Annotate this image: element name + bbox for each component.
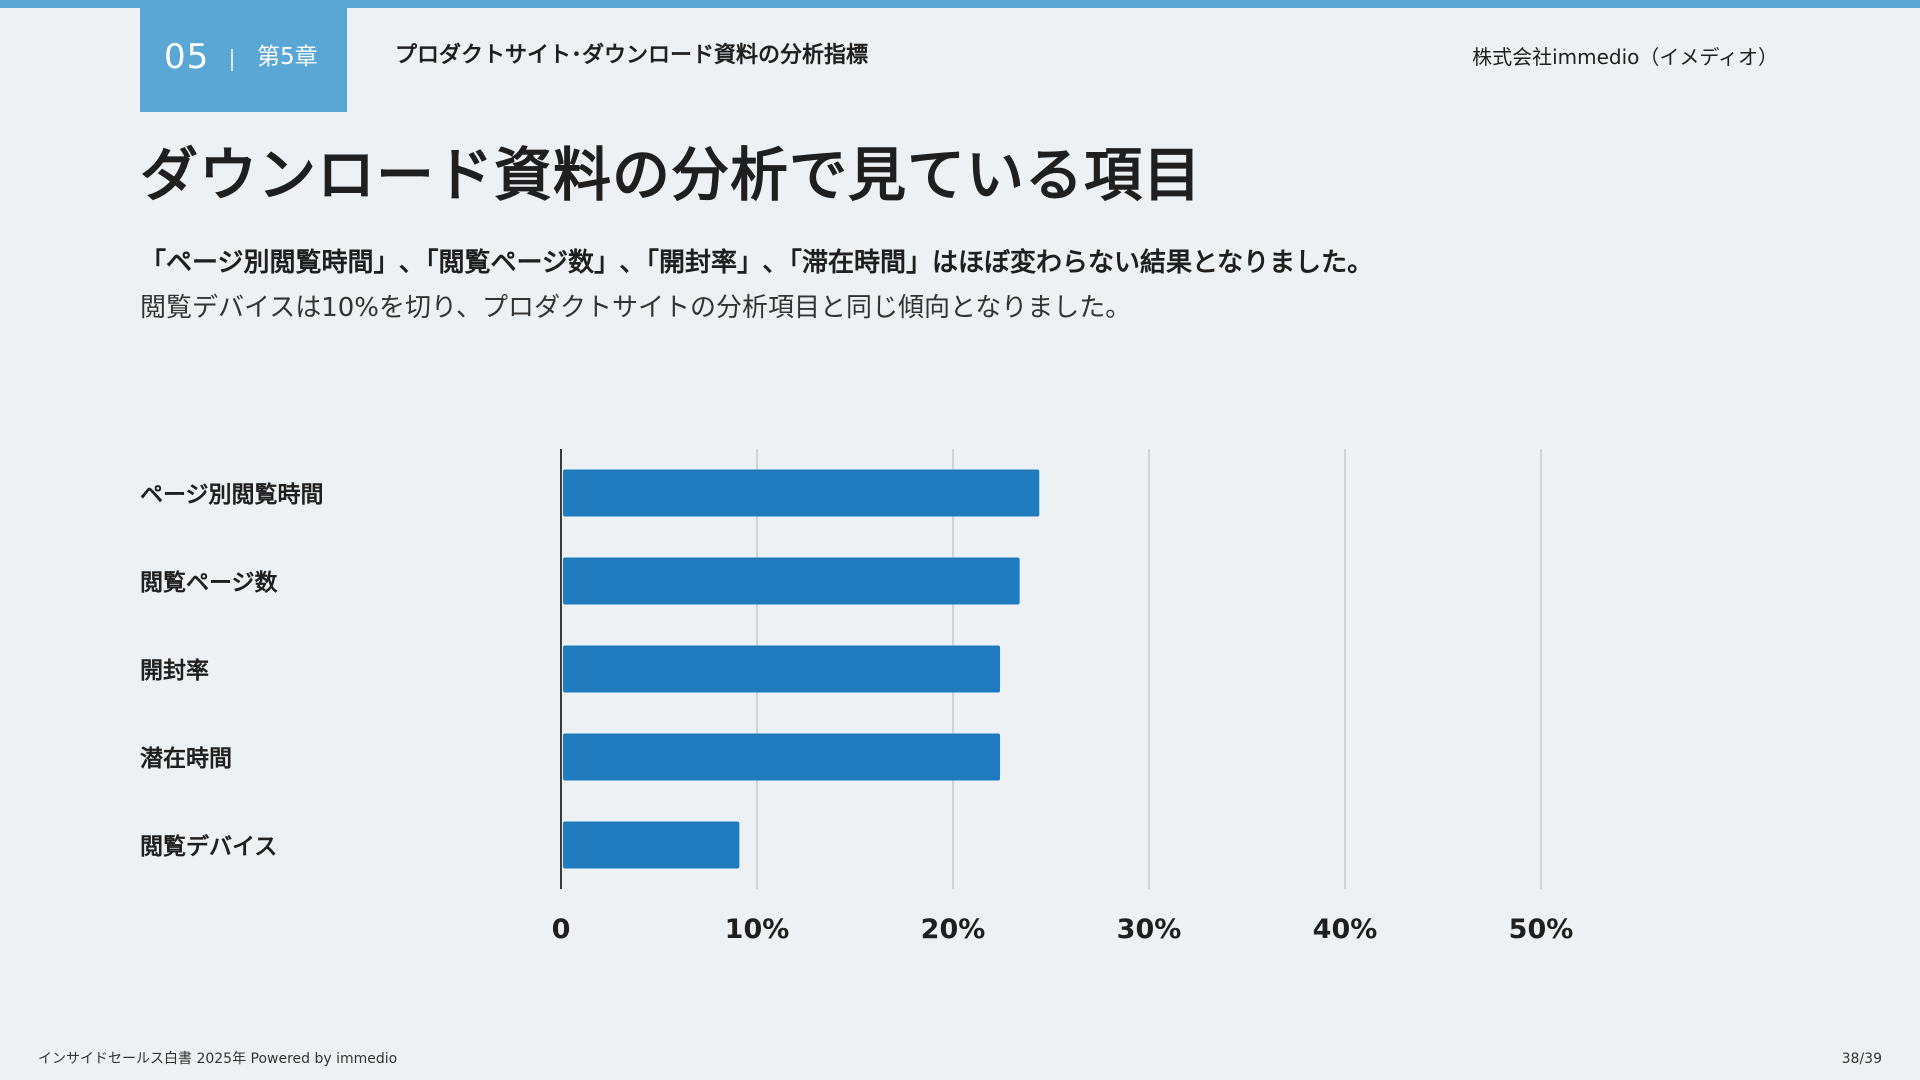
chapter-label: 第5章 xyxy=(257,44,318,70)
category-label: 閲覧デバイス xyxy=(140,833,277,860)
page-number: 38/39 xyxy=(1841,1051,1882,1067)
x-tick-label: 50% xyxy=(1509,914,1574,945)
lead-bold-text: 「ページ別閲覧時間」､「閲覧ページ数」､「開封率」､「滞在時間」はほぼ変わらない… xyxy=(140,248,1374,278)
x-tick-label: 30% xyxy=(1117,914,1182,945)
company-name: 株式会社immedio（イメディオ） xyxy=(1472,45,1778,69)
x-tick-label: 40% xyxy=(1313,914,1378,945)
top-accent-bar xyxy=(0,0,1920,8)
x-tick-label: 0 xyxy=(552,914,571,945)
category-label: 潜在時間 xyxy=(140,745,232,772)
footer-credit: インサイドセールス白書 2025年 Powered by immedio xyxy=(38,1051,398,1067)
category-label: 開封率 xyxy=(140,657,209,684)
bar xyxy=(563,821,740,869)
chapter-number: 05 xyxy=(164,37,210,77)
bar xyxy=(563,733,1001,781)
category-label: 閲覧ページ数 xyxy=(140,569,279,596)
x-tick-label: 20% xyxy=(921,914,986,945)
lead-text: 閲覧デバイスは10%を切り、プロダクトサイトの分析項目と同じ傾向となりました。 xyxy=(140,293,1132,323)
section-title: プロダクトサイト･ダウンロード資料の分析指標 xyxy=(395,43,869,68)
chapter-badge: 05 第5章 xyxy=(140,8,347,112)
bar xyxy=(563,645,1001,693)
category-label: ページ別閲覧時間 xyxy=(140,481,324,508)
chapter-divider xyxy=(231,49,233,71)
bar xyxy=(563,557,1020,605)
x-tick-label: 10% xyxy=(725,914,790,945)
bar xyxy=(563,469,1040,517)
page-title: ダウンロード資料の分析で見ている項目 xyxy=(140,141,1203,209)
